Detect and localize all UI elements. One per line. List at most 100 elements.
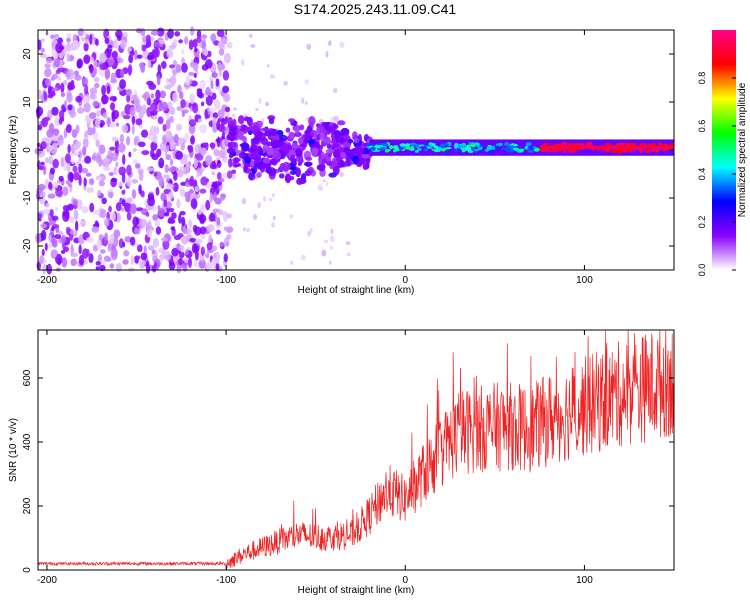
spectrogram-cell: [40, 141, 48, 150]
spectrogram-cell: [48, 242, 53, 249]
spectrogram-cell: [340, 151, 346, 158]
spectrogram-y-tick-label: 10: [22, 96, 33, 108]
spectrogram-cell: [89, 92, 96, 100]
spectrogram-cell: [86, 248, 90, 257]
spectrogram-cell: [259, 163, 265, 173]
spectrogram-cell: [311, 147, 319, 157]
spectrogram-cell: [194, 158, 198, 166]
spectrogram-cell: [304, 170, 312, 177]
spectrogram-cell: [180, 99, 186, 109]
spectrogram-cell: [150, 93, 155, 99]
spectrogram-cell: [51, 106, 59, 116]
spectrogram-cell: [188, 178, 194, 186]
spectrogram-cell: [60, 104, 66, 111]
snr-y-tick-label: 0: [22, 567, 33, 573]
spectrogram-cell: [48, 234, 52, 244]
spectrogram-cell: [138, 260, 146, 266]
spectrogram-cell: [416, 147, 422, 151]
spectrogram-cell: [336, 120, 346, 126]
spectrogram-cell: [153, 171, 158, 177]
spectrogram-cell: [177, 233, 184, 238]
spectrogram-cell: [209, 192, 213, 203]
spectrogram-cell: [509, 148, 514, 153]
spectrogram-cell: [129, 106, 136, 117]
spectrogram-cell: [48, 181, 53, 190]
spectrogram-cell: [98, 234, 104, 240]
spectrogram-cell: [55, 42, 63, 54]
spectrogram-cell: [69, 216, 75, 224]
spectrogram-cell: [454, 146, 458, 149]
spectrogram-cell: [101, 85, 107, 96]
spectrogram-cell: [285, 127, 291, 133]
spectrogram-cell: [67, 104, 73, 111]
spectrogram-cell: [111, 50, 118, 59]
spectrogram-cell: [46, 129, 54, 138]
spectrogram-cell: [645, 149, 651, 154]
spectrogram-cell: [294, 126, 300, 134]
spectrogram-cell: [58, 231, 64, 236]
spectrogram-cell: [88, 253, 94, 264]
spectrogram-cell: [325, 50, 329, 58]
spectrogram-cell: [165, 130, 173, 142]
spectrogram-cell: [211, 182, 218, 189]
spectrogram-cell: [226, 147, 235, 155]
spectrogram-cell: [70, 80, 75, 86]
spectrogram-cell: [201, 40, 207, 49]
spectrogram-cell: [184, 35, 189, 45]
spectrogram-cell: [284, 173, 292, 184]
spectrogram-cell: [217, 159, 221, 165]
spectrogram-cell: [113, 166, 118, 176]
spectrogram-cell: [188, 219, 193, 229]
spectrogram-cell: [268, 167, 277, 177]
spectrogram-cell: [47, 193, 56, 199]
spectrogram-cell: [295, 147, 302, 156]
spectrogram-cell: [51, 238, 58, 248]
spectrogram-cell: [165, 112, 170, 120]
spectrogram-cell: [98, 180, 105, 187]
spectrogram-cell: [55, 253, 63, 265]
spectrogram-cell: [147, 58, 152, 69]
spectrogram-cell: [196, 36, 202, 43]
spectrogram-cell: [134, 227, 140, 235]
spectrogram-cell: [44, 78, 52, 87]
spectrogram-cell: [340, 129, 348, 137]
spectrogram-cell: [153, 261, 158, 269]
spectrogram-cell: [201, 47, 208, 55]
spectrogram-cell: [423, 148, 428, 152]
spectrogram-cell: [162, 124, 167, 132]
spectrogram-cell: [244, 116, 250, 122]
colorbar-gradient: [712, 30, 736, 270]
spectrogram-cell: [187, 144, 194, 153]
spectrogram-cell: [51, 226, 55, 231]
spectrogram-cell: [249, 152, 256, 159]
spectrogram-cell: [102, 162, 110, 168]
spectrogram-cell: [159, 90, 167, 99]
spectrogram-cell: [231, 113, 236, 117]
spectrogram-cell: [192, 192, 201, 200]
spectrogram-cell: [362, 160, 368, 171]
spectrogram-cell: [214, 99, 221, 110]
spectrogram-cell: [141, 93, 149, 99]
spectrogram-cell: [329, 245, 334, 250]
spectrogram-cell: [61, 235, 67, 244]
spectrogram-cell: [507, 145, 515, 149]
spectrogram-cell: [64, 209, 70, 219]
spectrogram-cell: [301, 97, 305, 104]
spectrogram-cell: [181, 216, 186, 227]
spectrogram-cell: [75, 124, 80, 134]
spectrogram-cell: [238, 151, 248, 159]
spectrogram-cell: [300, 254, 306, 261]
spectrogram-cell: [304, 137, 309, 145]
spectrogram-cell: [74, 150, 79, 157]
spectrogram-cell: [228, 158, 233, 168]
spectrogram-cell: [115, 161, 119, 168]
spectrogram-cell: [346, 252, 351, 257]
spectrogram-cell: [82, 146, 87, 156]
spectrogram-cell: [208, 233, 213, 244]
spectrogram-cell: [99, 122, 104, 128]
spectrogram-cell: [137, 141, 146, 148]
spectrogram-cell: [141, 44, 147, 52]
spectrogram-cell: [353, 137, 360, 144]
spectrogram-cell: [205, 91, 214, 96]
spectrogram-cell: [164, 164, 169, 174]
